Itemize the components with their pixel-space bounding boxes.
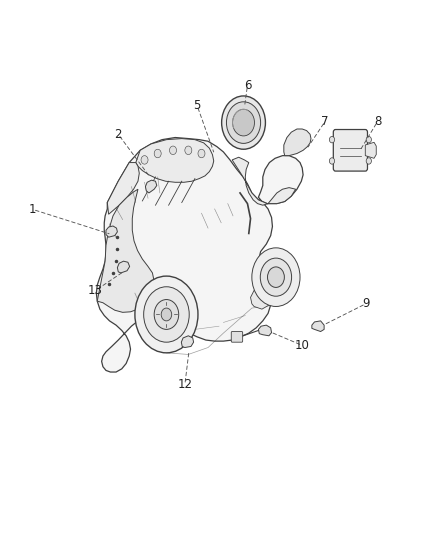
Text: 13: 13 — [88, 284, 103, 297]
Text: 9: 9 — [362, 297, 370, 310]
Text: 1: 1 — [29, 203, 37, 216]
FancyBboxPatch shape — [231, 332, 243, 342]
Circle shape — [141, 156, 148, 164]
Circle shape — [329, 136, 335, 143]
FancyBboxPatch shape — [333, 130, 367, 171]
Circle shape — [198, 149, 205, 158]
Text: 7: 7 — [321, 115, 329, 128]
Polygon shape — [107, 163, 139, 214]
Polygon shape — [145, 180, 157, 193]
Polygon shape — [284, 129, 311, 156]
Polygon shape — [117, 261, 130, 273]
Polygon shape — [312, 321, 324, 332]
Polygon shape — [96, 138, 303, 372]
Polygon shape — [365, 142, 376, 158]
Circle shape — [161, 308, 172, 321]
Polygon shape — [232, 157, 296, 205]
Polygon shape — [251, 288, 271, 309]
Circle shape — [185, 146, 192, 155]
Polygon shape — [97, 189, 154, 312]
Circle shape — [329, 158, 335, 164]
Text: 5: 5 — [194, 99, 201, 112]
Circle shape — [170, 146, 177, 155]
Circle shape — [366, 158, 371, 164]
Text: 8: 8 — [374, 115, 381, 128]
Circle shape — [252, 248, 300, 306]
Circle shape — [268, 267, 284, 287]
Circle shape — [222, 96, 265, 149]
Circle shape — [366, 136, 371, 143]
Circle shape — [260, 258, 292, 296]
Text: 2: 2 — [114, 128, 122, 141]
Text: 12: 12 — [177, 378, 192, 391]
Circle shape — [144, 287, 189, 342]
Polygon shape — [258, 325, 272, 336]
Circle shape — [154, 300, 179, 329]
Circle shape — [154, 149, 161, 158]
Text: 10: 10 — [295, 339, 310, 352]
Text: 6: 6 — [244, 79, 251, 92]
Polygon shape — [106, 226, 117, 237]
Circle shape — [233, 109, 254, 136]
Circle shape — [135, 276, 198, 353]
Circle shape — [226, 102, 261, 143]
Polygon shape — [181, 336, 194, 348]
Polygon shape — [136, 139, 214, 182]
